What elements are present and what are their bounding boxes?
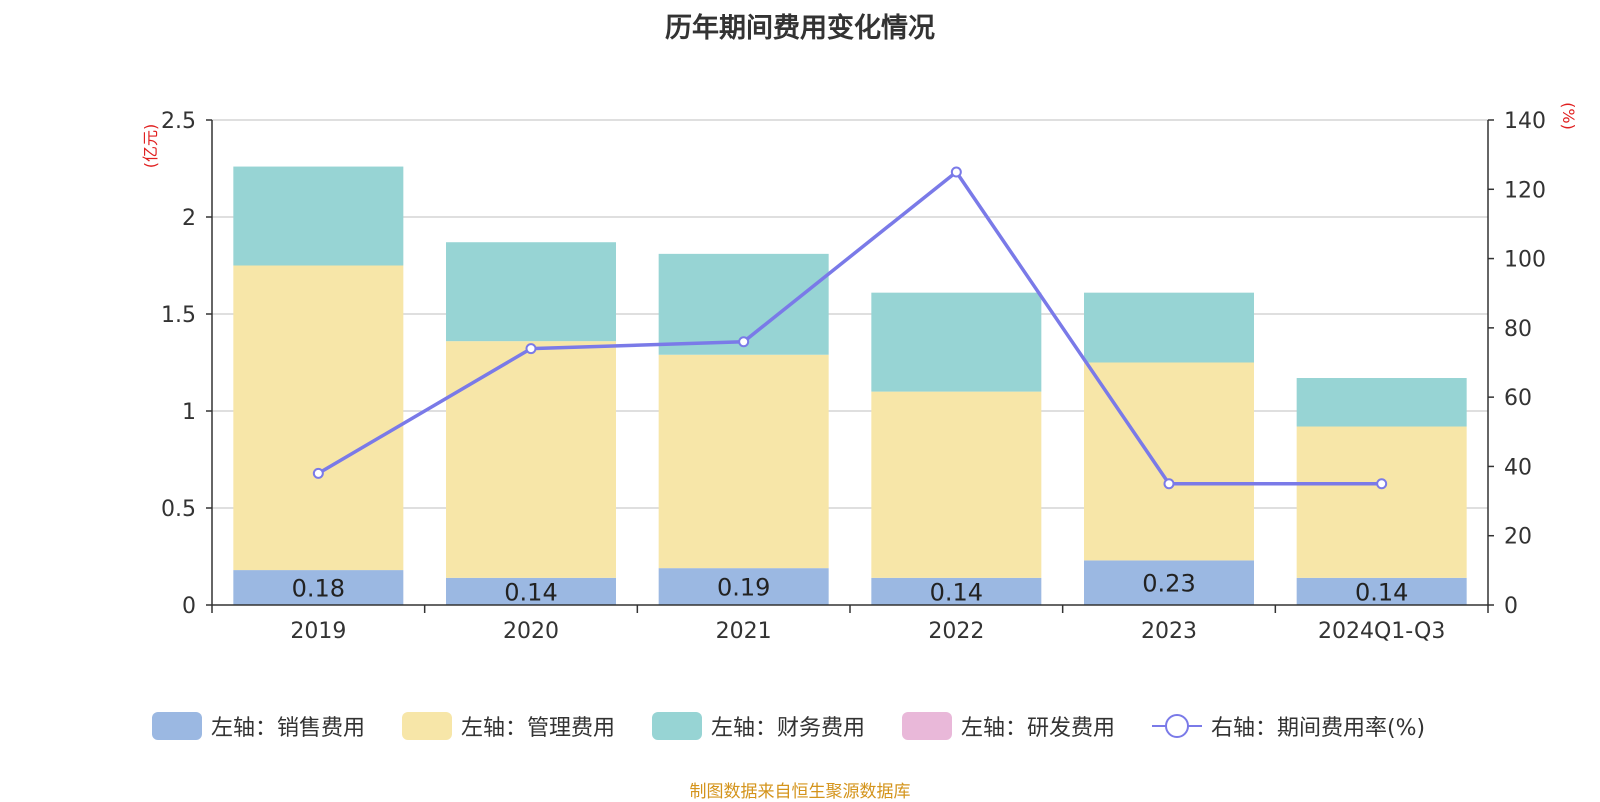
bar-segment: [871, 577, 1042, 605]
bar-segment: [871, 391, 1042, 578]
right-axis-tick-label: 0: [1504, 594, 1518, 619]
legend-item-rnd[interactable]: 左轴：研发费用: [902, 706, 1115, 746]
bar-segment: [658, 568, 829, 605]
legend-item-sales[interactable]: 左轴：销售费用: [152, 706, 365, 746]
expense-rate-point: [525, 343, 537, 355]
legend-label-expense-rate: 右轴：期间费用率(%): [1211, 716, 1426, 741]
left-axis-unit-label: (亿元): [141, 124, 160, 169]
chart-plot: 0 0.5 1 1.5 2 2.5 0 20 40 60 80 100 120 140 0.18 0.14 0.…: [141, 102, 1578, 644]
left-axis-tick-label: 2: [182, 206, 196, 231]
expense-rate-point: [1163, 478, 1175, 490]
expense-rate-line: [317, 170, 1382, 486]
left-axis-tick-label: 0.5: [161, 497, 196, 522]
bar-data-label: 0.14: [930, 578, 983, 606]
bar-data-label: 0.14: [504, 578, 557, 606]
legend-line-marker-icon: [1152, 714, 1202, 738]
expense-rate-point: [738, 336, 750, 348]
right-axis-tick-label: 80: [1504, 317, 1532, 342]
expense-rate-point: [1376, 478, 1388, 490]
legend-swatch-finance: [652, 712, 702, 740]
expense-rate-point: [950, 166, 962, 178]
bar-segment: [446, 341, 616, 578]
chart-title: 历年期间费用变化情况: [665, 13, 935, 44]
legend-label-finance: 左轴：财务费用: [711, 716, 866, 741]
x-axis-tick-label: 2022: [928, 619, 984, 644]
legend-item-expense-rate[interactable]: 右轴：期间费用率(%): [1152, 706, 1425, 746]
bar-segment: [1296, 378, 1467, 427]
right-axis-tick-label: 100: [1504, 248, 1546, 273]
bar-segment: [1296, 577, 1467, 605]
bar-segment: [446, 242, 616, 342]
legend-swatch-sales: [152, 712, 202, 740]
bar-data-label: 0.23: [1142, 570, 1195, 598]
bar-data-label: 0.19: [717, 574, 770, 602]
legend-item-admin[interactable]: 左轴：管理费用: [402, 706, 615, 746]
bar-data-label: 0.18: [292, 575, 345, 603]
right-axis-unit-label: (%): [1559, 102, 1578, 130]
left-axis-tick-label: 2.5: [161, 109, 196, 134]
bar-segment: [233, 570, 404, 605]
bar-data-label: 0.14: [1355, 578, 1408, 606]
expense-rate-point: [312, 467, 324, 479]
left-axis-tick-label: 1.5: [161, 303, 196, 328]
right-axis-tick-label: 60: [1504, 386, 1532, 411]
bar-segment: [658, 354, 829, 569]
bar-segment: [1084, 362, 1254, 561]
bar-segment: [446, 577, 616, 605]
left-axis-tick-label: 0: [182, 594, 196, 619]
bar-segment: [1084, 292, 1254, 363]
left-axis-tick-label: 1: [182, 400, 196, 425]
right-axis-tick-label: 20: [1504, 525, 1532, 550]
x-axis-tick-label: 2023: [1141, 619, 1197, 644]
right-axis-tick-label: 140: [1504, 109, 1546, 134]
bar-segment: [233, 265, 404, 571]
source-note: 制图数据来自恒生聚源数据库: [689, 782, 911, 802]
legend-swatch-rnd: [902, 712, 952, 740]
legend-swatch-admin: [402, 712, 452, 740]
bar-segment: [233, 166, 404, 266]
x-axis-tick-label: 2020: [503, 619, 559, 644]
bar-segment: [871, 292, 1042, 392]
right-axis-tick-label: 40: [1504, 455, 1532, 480]
chart-legend: 左轴：销售费用 左轴：管理费用 左轴：财务费用 左轴：研发费用 右轴：期间费用率…: [0, 706, 1600, 746]
legend-item-finance[interactable]: 左轴：财务费用: [652, 706, 865, 746]
bar-segment: [1296, 426, 1467, 578]
right-axis-tick-label: 120: [1504, 178, 1546, 203]
legend-label-sales: 左轴：销售费用: [211, 716, 366, 741]
legend-label-rnd: 左轴：研发费用: [961, 716, 1116, 741]
legend-label-admin: 左轴：管理费用: [461, 716, 616, 741]
bar-segment: [1084, 560, 1254, 605]
x-axis-tick-label: 2019: [290, 619, 346, 644]
x-axis-tick-label: 2024Q1-Q3: [1318, 619, 1445, 644]
x-axis-tick-label: 2021: [716, 619, 772, 644]
